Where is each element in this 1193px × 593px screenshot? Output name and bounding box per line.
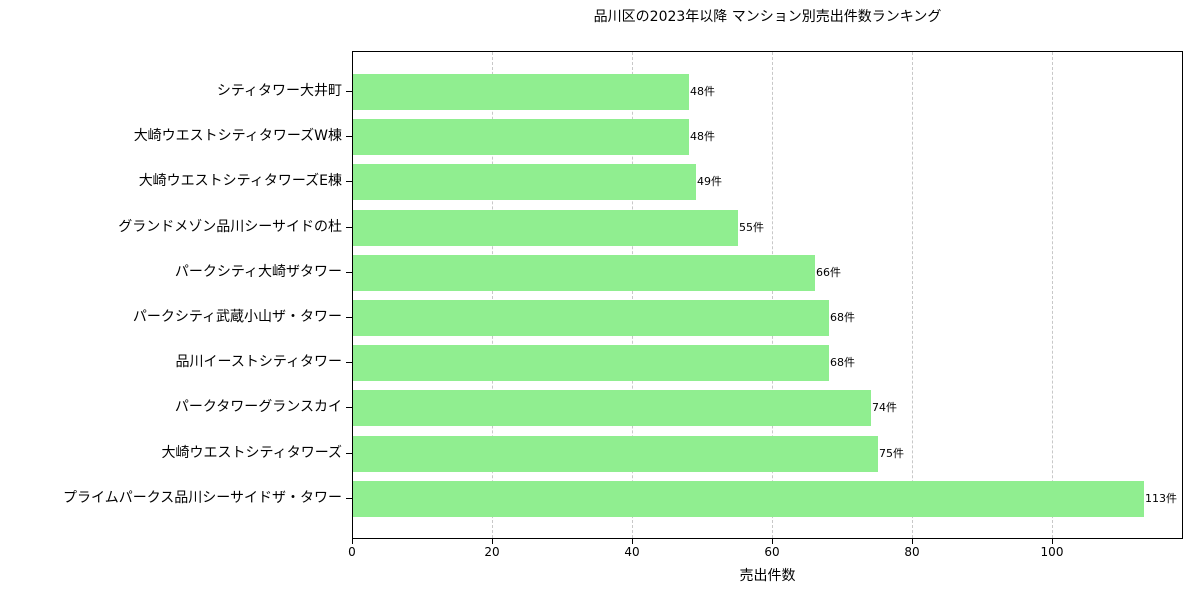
bar-value-label: 48件 (690, 85, 715, 98)
y-tick (346, 317, 352, 318)
x-tick-label: 20 (484, 545, 500, 559)
bar-value-label: 49件 (697, 175, 722, 189)
y-tick (346, 362, 352, 364)
x-tick-label: 40 (624, 545, 640, 559)
y-tick (346, 226, 352, 228)
x-axis-label: 売出件数 (739, 568, 796, 584)
x-tick (492, 539, 493, 544)
bar (353, 435, 878, 472)
bar (353, 480, 1144, 517)
bar-value-label: 75件 (879, 446, 904, 460)
y-tick-label: パークタワーグランスカイ (174, 399, 342, 416)
y-tick-label: 大崎ウエストシティタワーズW棟 (133, 128, 342, 145)
y-tick (346, 497, 352, 499)
bar (353, 300, 829, 336)
bar-value-label: 48件 (690, 130, 715, 144)
gridline (492, 52, 493, 538)
bar-value-label: 68件 (830, 311, 855, 324)
bar-value-label: 113件 (1145, 491, 1177, 505)
bar (353, 254, 815, 291)
y-tick-label: 大崎ウエストシティタワーズ (161, 444, 342, 461)
x-tick (1052, 539, 1053, 544)
y-tick-label: シティタワー大井町 (216, 83, 342, 99)
bar (353, 119, 689, 156)
bar (353, 209, 738, 246)
bar-value-label: 55件 (739, 220, 764, 234)
y-tick-label: 品川イーストシティタワー (175, 354, 342, 371)
x-tick-label: 100 (1040, 545, 1064, 559)
bar (353, 345, 829, 382)
bar-value-label: 66件 (816, 265, 841, 279)
bar (353, 164, 696, 201)
bar (353, 74, 689, 110)
y-tick-label: パークシティ大崎ザタワー (174, 263, 342, 280)
plot-area: 48件 48件 49件 55件 66件 68件 68件 74件 75件 113件 (352, 51, 1183, 539)
y-tick-label: グランドメゾン品川シーサイドの杜 (118, 218, 342, 235)
y-tick-label: プライムパークス品川シーサイドザ・タワー (62, 489, 342, 506)
bar-value-label: 68件 (830, 356, 855, 370)
x-tick (912, 539, 913, 544)
y-tick (346, 91, 352, 92)
y-tick (346, 181, 352, 183)
chart-title: 品川区の2023年以降 マンション別売出件数ランキング (593, 9, 942, 25)
gridline (912, 52, 913, 538)
x-tick-label: 80 (904, 545, 920, 559)
x-tick-label: 0 (348, 545, 356, 559)
bar (353, 390, 871, 427)
x-tick (632, 539, 633, 544)
x-tick (352, 539, 353, 544)
y-tick (346, 407, 352, 409)
gridline (772, 52, 773, 538)
y-tick (346, 136, 352, 138)
y-tick-label: 大崎ウエストシティタワーズE棟 (138, 173, 342, 190)
y-tick-label: パークシティ武蔵小山ザ・タワー (132, 309, 342, 325)
gridline (1052, 52, 1053, 538)
y-tick (346, 452, 352, 454)
gridline (632, 52, 633, 538)
x-tick (772, 539, 773, 544)
y-tick (346, 271, 352, 273)
x-tick-label: 60 (764, 545, 780, 559)
bar-value-label: 74件 (872, 401, 897, 415)
